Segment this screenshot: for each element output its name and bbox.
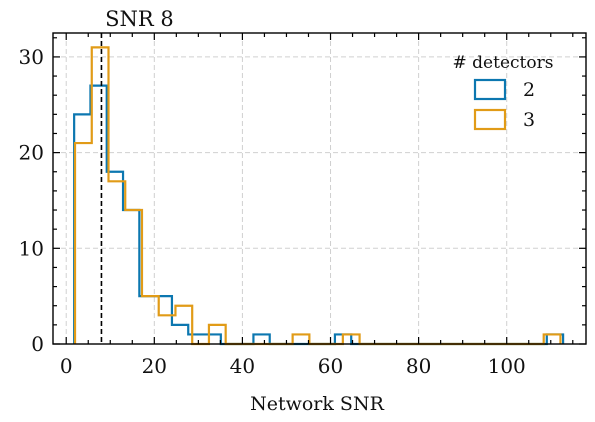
histogram-bin	[175, 306, 192, 344]
legend-swatch	[473, 108, 507, 131]
series-3	[73, 46, 562, 346]
y-tick-label: 10	[19, 236, 44, 260]
legend-title: # detectors	[453, 53, 554, 73]
series-layer	[73, 46, 565, 346]
legend-swatch	[473, 78, 507, 101]
legend-label: 2	[523, 79, 535, 101]
plot-frame	[52, 32, 587, 345]
histogram-bin	[125, 210, 142, 344]
y-tick-label: 0	[31, 332, 44, 356]
y-tick-label: 30	[19, 45, 44, 69]
histogram-bin	[253, 334, 269, 344]
histogram-bin	[343, 334, 360, 344]
x-axis-label: Network SNR	[250, 393, 384, 415]
legend: # detectors 23	[453, 53, 554, 131]
legend-item-3: 3	[473, 108, 535, 131]
x-tick-label: 100	[488, 354, 526, 378]
x-tick-label: 0	[60, 354, 73, 378]
snr-threshold-label: SNR 8	[105, 7, 174, 31]
histogram-bin	[544, 334, 561, 344]
x-tick-label: 20	[142, 354, 167, 378]
histogram-bin	[142, 296, 159, 344]
x-tick-label: 80	[406, 354, 431, 378]
axes	[52, 32, 587, 345]
histogram-bin	[159, 315, 176, 344]
ticks: 0 20 40 60 80 100 0 10 20 30	[19, 33, 586, 378]
histogram-bin	[209, 325, 226, 344]
threshold-marker: SNR 8	[100, 7, 174, 344]
histogram-bin	[293, 334, 310, 344]
x-tick-label: 40	[230, 354, 255, 378]
legend-items: 23	[473, 78, 535, 131]
histogram-bin	[92, 47, 109, 344]
histogram-bin	[75, 143, 92, 344]
legend-item-2: 2	[473, 78, 535, 101]
x-tick-label: 60	[318, 354, 343, 378]
histogram-bin	[109, 181, 126, 344]
legend-label: 3	[523, 109, 535, 131]
y-tick-label: 20	[19, 141, 44, 165]
